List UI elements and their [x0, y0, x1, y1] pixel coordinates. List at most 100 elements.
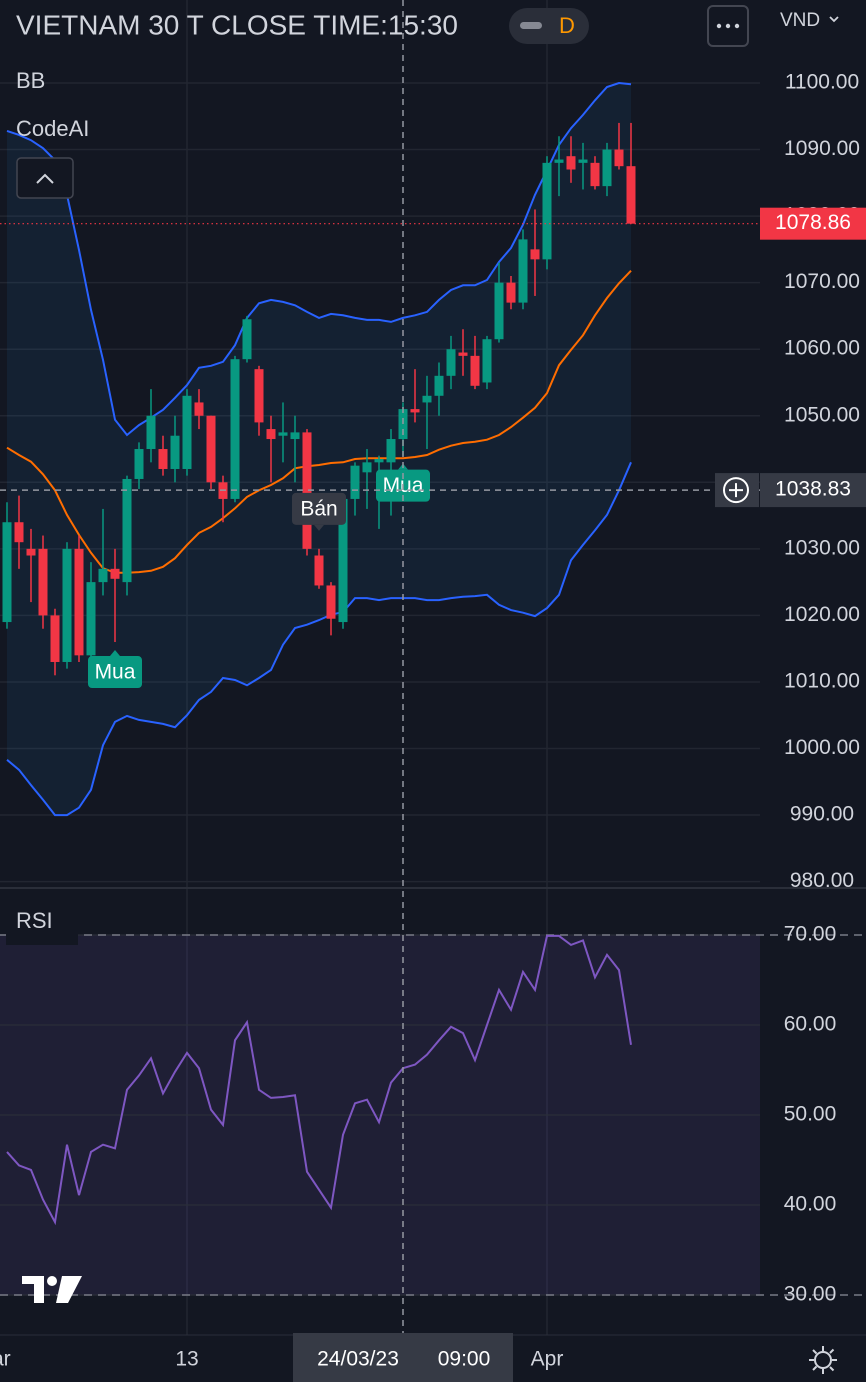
gear-teeth: [809, 1346, 837, 1374]
y-tick-label: 40.00: [784, 1193, 837, 1216]
candle-body: [14, 522, 24, 543]
currency[interactable]: VND: [780, 10, 820, 31]
candle-body: [98, 568, 108, 583]
bb-lower: [6, 461, 632, 817]
candle-body: [26, 548, 36, 556]
crosshair-price: 1038.83: [775, 478, 851, 501]
y-tick-label: 1050.00: [784, 403, 860, 426]
candle-body: [338, 498, 348, 623]
candle-body: [254, 369, 264, 423]
candle-body: [350, 465, 360, 499]
crosshair-plus[interactable]: [723, 477, 749, 504]
y-tick-label: 1060.00: [784, 337, 860, 360]
band-fill: [7, 83, 631, 816]
candle-body: [302, 432, 312, 549]
candle-body: [602, 149, 612, 187]
y-tick-label: 70.00: [784, 923, 837, 946]
candle-body: [398, 409, 408, 440]
candle-body: [206, 415, 216, 483]
interval: D: [559, 13, 575, 38]
candle-body: [314, 555, 324, 586]
candle-body: [614, 149, 624, 167]
candle-body: [362, 462, 372, 473]
candle-body: [290, 432, 300, 440]
candle-body: [86, 582, 96, 656]
candle-body: [326, 585, 336, 619]
candle-body: [122, 478, 132, 583]
candle-body: [422, 395, 432, 403]
candle-body: [518, 239, 528, 303]
y-tick-label: 1020.00: [784, 603, 860, 626]
x-tick-label: Apr: [531, 1348, 564, 1371]
candle-body: [446, 349, 456, 376]
y-tick-label: 60.00: [784, 1013, 837, 1036]
candle-body: [530, 249, 540, 260]
candle-body: [494, 282, 504, 340]
chart-title: VIETNAM 30 T CLOSE TIME:15:30: [16, 9, 458, 40]
candle-body: [2, 522, 12, 623]
y-tick-label: 1100.00: [785, 71, 859, 94]
candle-body: [458, 352, 468, 356]
signal-label: Bán: [300, 497, 337, 520]
signal-label: Mua: [95, 661, 136, 684]
candle-body: [386, 439, 396, 463]
tv-logo: [22, 1276, 82, 1303]
candle-body: [506, 282, 516, 303]
dot: [734, 23, 740, 29]
candle-body: [566, 156, 576, 170]
logo-part: [47, 1276, 57, 1286]
y-tick-label: 1030.00: [784, 536, 860, 559]
candle-body: [38, 548, 48, 616]
y-tick-label: 1090.00: [784, 137, 860, 160]
interval-pill[interactable]: [509, 8, 589, 44]
indicator-label: CodeAI: [16, 116, 89, 141]
candle-body: [158, 449, 168, 469]
more-button[interactable]: [707, 5, 749, 47]
logo-part: [34, 1276, 44, 1303]
signal-box: [292, 492, 346, 525]
candle-body: [278, 432, 288, 436]
last-price-box: [760, 207, 866, 240]
status-dash: [520, 22, 542, 29]
signal-box: [88, 656, 142, 689]
last-price-label: 1078.86: [775, 211, 851, 234]
x-tick-label: 13: [175, 1348, 198, 1371]
candle-body: [410, 409, 420, 413]
dot: [716, 23, 722, 29]
signal-pointer: [110, 650, 120, 657]
candle-body: [578, 159, 588, 163]
y-tick-label: 1010.00: [784, 670, 860, 693]
settings-icon[interactable]: [809, 1346, 837, 1374]
crosshair-time-box: [293, 1333, 513, 1382]
candle-body: [134, 449, 144, 479]
candle-body: [470, 355, 480, 386]
gear: [814, 1351, 832, 1369]
candle-body: [434, 375, 444, 396]
logo-part: [22, 1276, 44, 1284]
candle-body: [110, 568, 120, 579]
candle-body: [50, 615, 60, 662]
y-tick-label: 980.00: [790, 869, 854, 892]
candle-body: [242, 319, 252, 360]
y-tick-label: 1070.00: [784, 270, 860, 293]
crosshair-plus-sign: [729, 483, 743, 498]
candle-body: [590, 162, 600, 187]
crosshair-price-box: [760, 473, 866, 508]
candle-body: [266, 429, 276, 440]
currency-chevron: [829, 16, 839, 23]
grid-layer: [0, 0, 866, 1335]
candle-body: [194, 402, 204, 416]
indicator-label: BB: [16, 68, 45, 93]
y-tick-label: 990.00: [790, 803, 854, 826]
logo-part: [56, 1276, 82, 1303]
candle-body: [482, 339, 492, 383]
candle-body: [182, 395, 192, 469]
collapse-button[interactable]: [16, 157, 74, 199]
candle-body: [554, 159, 564, 163]
signal-pointer: [314, 524, 324, 531]
candle-body: [626, 166, 636, 224]
